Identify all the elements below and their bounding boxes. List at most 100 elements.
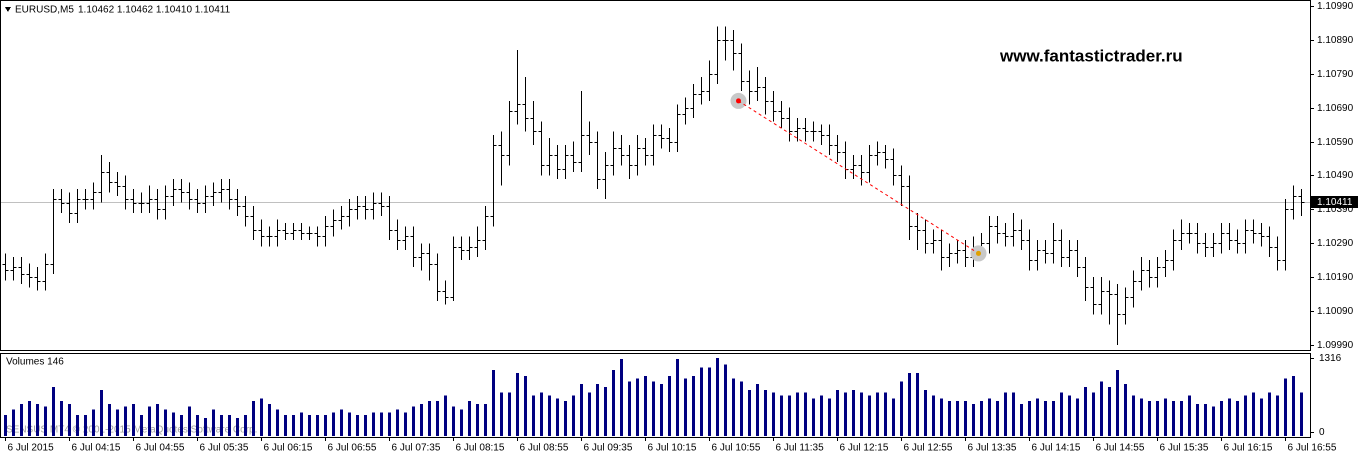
volume-bar <box>132 403 135 436</box>
volume-bar <box>580 384 583 436</box>
volume-bar <box>556 398 559 436</box>
y-tick-label: 1.10090 <box>1317 306 1354 317</box>
volume-bar <box>196 415 199 436</box>
volume-bar <box>1020 403 1023 436</box>
volume-bar <box>860 392 863 436</box>
volume-bar <box>740 381 743 436</box>
volume-bar <box>620 358 623 436</box>
volume-bar <box>996 401 999 436</box>
volume-bar <box>1116 370 1119 436</box>
x-tick-label: 6 Jul 07:35 <box>392 443 441 454</box>
x-tick-label: 6 Jul 13:35 <box>968 443 1017 454</box>
volume-bar <box>252 401 255 436</box>
volume-bar <box>572 395 575 436</box>
volume-bar <box>116 409 119 436</box>
volume-bar <box>748 389 751 436</box>
volume-bar <box>260 398 263 436</box>
volume-bar <box>340 409 343 436</box>
y-tick-label: 1.10790 <box>1317 69 1354 80</box>
x-tick-label: 6 Jul 08:55 <box>520 443 569 454</box>
volume-bar <box>1292 375 1295 436</box>
volume-bar <box>372 412 375 436</box>
volume-bar <box>700 367 703 436</box>
volume-bar <box>660 384 663 436</box>
volume-bar <box>1260 398 1263 436</box>
x-tick-label: 6 Jul 06:55 <box>328 443 377 454</box>
y-tick-label: 1.10690 <box>1317 103 1354 114</box>
volume-bar <box>548 395 551 436</box>
volume-bar <box>28 401 31 436</box>
trade-line <box>738 100 979 254</box>
x-tick-label: 6 Jul 05:35 <box>200 443 249 454</box>
volume-bar <box>508 392 511 436</box>
volume-bar <box>452 406 455 436</box>
volume-bar <box>164 409 167 436</box>
volume-bar <box>1060 392 1063 436</box>
volume-bar <box>108 403 111 436</box>
volume-bar <box>604 387 607 436</box>
volume-panel <box>0 353 1311 438</box>
x-tick-label: 6 Jul 04:55 <box>136 443 185 454</box>
volume-bar <box>540 392 543 436</box>
entry-marker <box>736 98 741 104</box>
volume-bar <box>52 387 55 436</box>
volume-bar <box>1132 395 1135 436</box>
volume-bar <box>356 415 359 436</box>
volume-bar <box>956 401 959 436</box>
volume-bar <box>1196 403 1199 436</box>
volume-bar <box>588 392 591 436</box>
volume-bar <box>884 392 887 436</box>
volume-bar <box>20 403 23 436</box>
volume-bar <box>332 412 335 436</box>
volume-bar <box>1172 401 1175 436</box>
volume-bar <box>796 392 799 436</box>
volume-bar <box>76 415 79 436</box>
volume-bar <box>948 401 951 436</box>
volume-bar <box>788 395 791 436</box>
x-tick-label: 6 Jul 14:15 <box>1032 443 1081 454</box>
watermark: www.fantastictrader.ru <box>999 46 1183 65</box>
symbol: EURUSD,M5 <box>15 5 74 16</box>
volume-bar <box>940 398 943 436</box>
volume-bar <box>636 378 639 436</box>
volume-bar <box>484 403 487 436</box>
volume-bar <box>1108 387 1111 436</box>
volume-bar <box>1244 395 1247 436</box>
volume-bar <box>1268 392 1271 436</box>
x-tick-label: 6 Jul 10:55 <box>712 443 761 454</box>
volume-bar <box>716 358 719 436</box>
volume-bar <box>4 415 7 436</box>
volume-bar <box>436 401 439 436</box>
volume-bar <box>324 415 327 436</box>
volume-bar <box>692 375 695 436</box>
volume-bar <box>900 381 903 436</box>
volume-bar <box>204 417 207 436</box>
volume-bar <box>1156 401 1159 436</box>
volume-bar <box>1004 392 1007 436</box>
volume-bar <box>836 389 839 436</box>
volume-bar <box>732 378 735 436</box>
volume-bar <box>412 406 415 436</box>
volume-bar <box>972 403 975 436</box>
volume-bar <box>1140 398 1143 436</box>
volume-tick-label: 0 <box>1319 427 1325 438</box>
volume-bar <box>1252 392 1255 436</box>
x-tick-label: 6 Jul 16:15 <box>1224 443 1273 454</box>
volume-bar <box>988 398 991 436</box>
volume-bar <box>532 395 535 436</box>
volume-bar <box>980 401 983 436</box>
volume-bar <box>876 392 879 436</box>
menu-arrow[interactable] <box>5 7 11 12</box>
volume-bar <box>100 389 103 436</box>
volume-bar <box>228 415 231 436</box>
volume-bar <box>780 395 783 436</box>
volume-bar <box>564 401 567 436</box>
volume-bar <box>1300 392 1303 436</box>
volume-bar <box>628 381 631 436</box>
x-tick-label: 6 Jul 12:15 <box>840 443 889 454</box>
volume-bar <box>644 375 647 436</box>
y-tick-label: 1.10290 <box>1317 238 1354 249</box>
y-tick-label: 1.10490 <box>1317 170 1354 181</box>
volume-bar <box>708 367 711 436</box>
volume-bar <box>612 370 615 436</box>
